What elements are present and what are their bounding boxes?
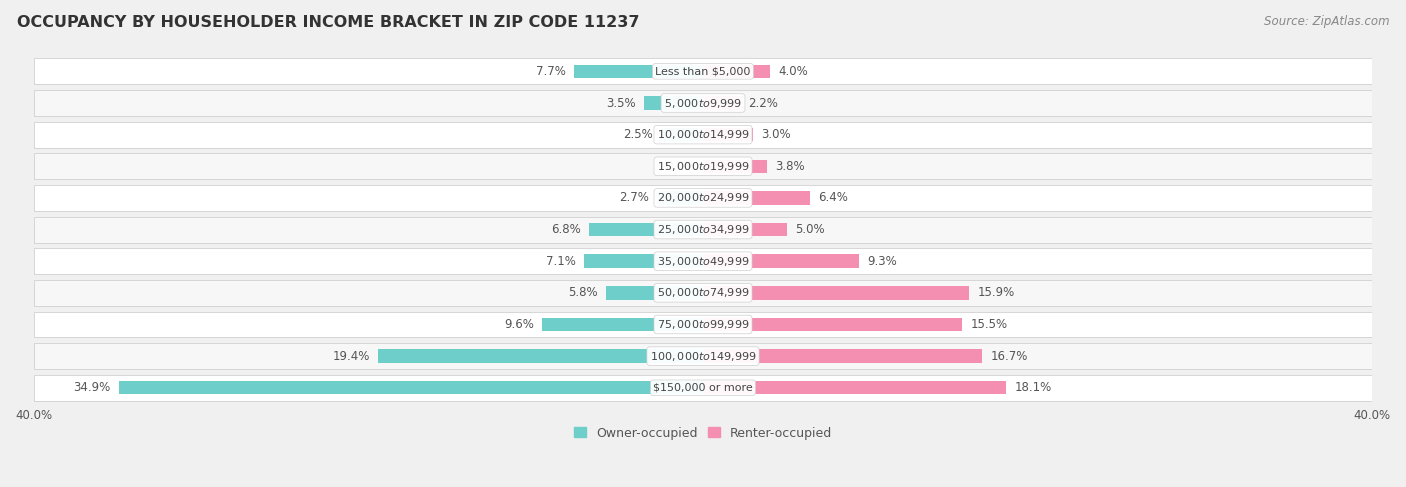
- Bar: [703, 96, 740, 110]
- Text: $10,000 to $14,999: $10,000 to $14,999: [657, 128, 749, 141]
- Text: $100,000 to $149,999: $100,000 to $149,999: [650, 350, 756, 363]
- Bar: [34, 343, 1372, 369]
- Text: 9.6%: 9.6%: [505, 318, 534, 331]
- Bar: [34, 312, 1372, 337]
- Text: 4.0%: 4.0%: [779, 65, 808, 78]
- Bar: [34, 280, 1372, 306]
- Bar: [34, 90, 1372, 116]
- Text: 9.3%: 9.3%: [868, 255, 897, 268]
- Text: 5.8%: 5.8%: [568, 286, 598, 300]
- Bar: [34, 90, 1372, 116]
- Bar: [120, 381, 703, 394]
- Bar: [34, 185, 1372, 211]
- Bar: [34, 153, 1372, 179]
- Text: OCCUPANCY BY HOUSEHOLDER INCOME BRACKET IN ZIP CODE 11237: OCCUPANCY BY HOUSEHOLDER INCOME BRACKET …: [17, 15, 640, 30]
- Text: Less than $5,000: Less than $5,000: [655, 66, 751, 76]
- Bar: [34, 58, 1372, 84]
- Bar: [574, 65, 703, 78]
- Text: Source: ZipAtlas.com: Source: ZipAtlas.com: [1264, 15, 1389, 28]
- Bar: [703, 65, 770, 78]
- Bar: [661, 128, 703, 141]
- Bar: [34, 280, 1372, 306]
- Bar: [34, 312, 1372, 337]
- Bar: [583, 254, 703, 268]
- Text: 3.8%: 3.8%: [775, 160, 804, 173]
- Text: 18.1%: 18.1%: [1014, 381, 1052, 394]
- Bar: [703, 128, 754, 141]
- Text: $25,000 to $34,999: $25,000 to $34,999: [657, 223, 749, 236]
- Text: $150,000 or more: $150,000 or more: [654, 383, 752, 393]
- Text: 19.4%: 19.4%: [333, 350, 370, 363]
- Bar: [378, 349, 703, 363]
- Text: 15.9%: 15.9%: [977, 286, 1015, 300]
- Text: $35,000 to $49,999: $35,000 to $49,999: [657, 255, 749, 268]
- Bar: [34, 248, 1372, 274]
- Bar: [703, 191, 810, 205]
- Text: $75,000 to $99,999: $75,000 to $99,999: [657, 318, 749, 331]
- Bar: [543, 318, 703, 331]
- Text: $50,000 to $74,999: $50,000 to $74,999: [657, 286, 749, 300]
- Bar: [703, 318, 963, 331]
- Bar: [703, 160, 766, 173]
- Bar: [34, 122, 1372, 148]
- Bar: [34, 122, 1372, 148]
- Bar: [34, 343, 1372, 369]
- Text: 7.1%: 7.1%: [546, 255, 576, 268]
- Bar: [644, 96, 703, 110]
- Bar: [34, 153, 1372, 179]
- Bar: [703, 381, 1005, 394]
- Bar: [658, 191, 703, 205]
- Bar: [703, 349, 983, 363]
- Text: 3.5%: 3.5%: [606, 96, 636, 110]
- Text: 16.7%: 16.7%: [991, 350, 1028, 363]
- Text: 0.0%: 0.0%: [665, 160, 695, 173]
- Bar: [589, 223, 703, 236]
- Bar: [34, 375, 1372, 401]
- Bar: [34, 248, 1372, 274]
- Text: 3.0%: 3.0%: [762, 128, 792, 141]
- Text: 34.9%: 34.9%: [73, 381, 111, 394]
- Text: 5.0%: 5.0%: [794, 223, 825, 236]
- Bar: [34, 375, 1372, 401]
- Text: 15.5%: 15.5%: [970, 318, 1008, 331]
- Bar: [703, 254, 859, 268]
- Bar: [34, 185, 1372, 211]
- Text: $5,000 to $9,999: $5,000 to $9,999: [664, 96, 742, 110]
- Bar: [34, 217, 1372, 243]
- Bar: [703, 286, 969, 300]
- Bar: [606, 286, 703, 300]
- Text: $20,000 to $24,999: $20,000 to $24,999: [657, 191, 749, 205]
- Text: 2.7%: 2.7%: [620, 191, 650, 205]
- Text: $15,000 to $19,999: $15,000 to $19,999: [657, 160, 749, 173]
- Text: 2.2%: 2.2%: [748, 96, 778, 110]
- Bar: [34, 58, 1372, 84]
- Text: 6.8%: 6.8%: [551, 223, 581, 236]
- Text: 6.4%: 6.4%: [818, 191, 848, 205]
- Bar: [34, 217, 1372, 243]
- Bar: [703, 223, 787, 236]
- Text: 7.7%: 7.7%: [536, 65, 565, 78]
- Text: 2.5%: 2.5%: [623, 128, 652, 141]
- Legend: Owner-occupied, Renter-occupied: Owner-occupied, Renter-occupied: [568, 422, 838, 445]
